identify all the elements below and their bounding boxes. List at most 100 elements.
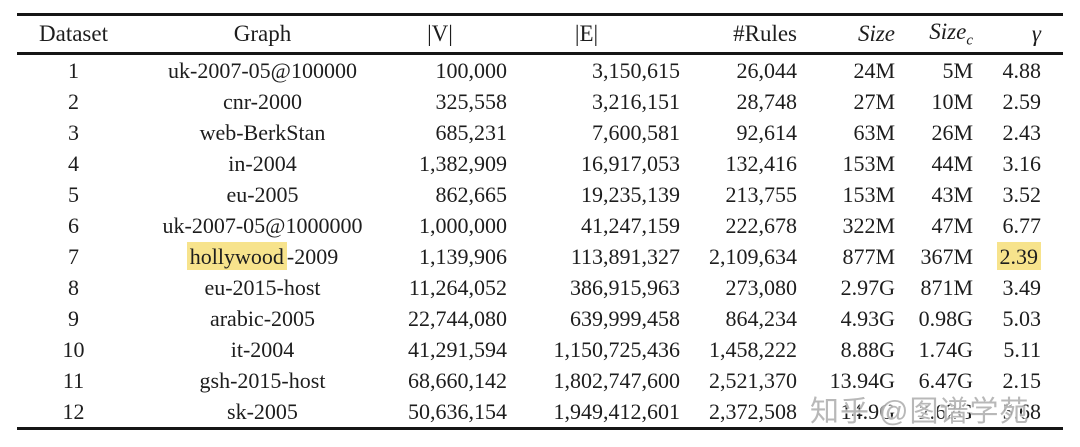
- cell-dataset: 1: [68, 58, 79, 83]
- cell-graph: eu-2005: [226, 182, 299, 207]
- cell-gamma: 2.39: [978, 241, 1063, 272]
- cell-dataset: 11: [62, 368, 85, 393]
- table-row: 10 it-2004 41,291,594 1,150,725,436 1,458,22…: [17, 334, 1063, 365]
- cell-dataset: 2: [68, 89, 79, 114]
- cell-size: 2.97G: [840, 275, 895, 300]
- cell-size_c: 1.74G: [918, 337, 973, 362]
- cell-dataset: 8: [68, 275, 79, 300]
- cell-v: 1,000,000: [419, 213, 507, 238]
- cell-dataset: 9: [68, 306, 79, 331]
- cell-rules: 132,416: [725, 151, 798, 176]
- cell-e: 16,917,053: [581, 151, 680, 176]
- cell-v: 325,558: [435, 89, 508, 114]
- cell-graph: hollywood -2009: [130, 241, 395, 272]
- col-header-graph: Graph: [233, 21, 292, 46]
- cell-e: 7,600,581: [592, 120, 680, 145]
- table-row: 11 gsh-2015-host 68,660,142 1,802,747,600 2,…: [17, 365, 1063, 396]
- cell-e: 1,949,412,601: [553, 399, 681, 424]
- cell-e: 639,999,458: [570, 306, 680, 331]
- cell-v: 1,139,906: [419, 244, 507, 269]
- cell-rules: 864,234: [725, 306, 798, 331]
- cell-rules: 1,458,222: [709, 337, 797, 362]
- cell-rules: 2,372,508: [709, 399, 797, 424]
- table-row: 9 arabic-2005 22,744,080 639,999,458 864,234…: [17, 303, 1063, 334]
- header-row: Dataset Graph |V| |E| #Rules Size Sizec …: [17, 15, 1063, 54]
- cell-gamma: 5.03: [1002, 306, 1042, 331]
- table-row: 5 eu-2005 862,665 19,235,139 213,755 153M 43M 3…: [17, 179, 1063, 210]
- cell-size_c: 26M: [931, 120, 973, 145]
- cell-graph: in-2004: [228, 151, 297, 176]
- cell-size: 4.93G: [840, 306, 895, 331]
- cell-v: 1,382,909: [419, 151, 507, 176]
- cell-gamma: 6.77: [1002, 213, 1042, 238]
- cell-dataset: 3: [68, 120, 79, 145]
- cell-e: 3,216,151: [592, 89, 680, 114]
- cell-graph: web-BerkStan: [199, 120, 326, 145]
- cell-v: 68,660,142: [408, 368, 507, 393]
- cell-dataset: 7: [68, 244, 79, 269]
- cell-e: 386,915,963: [570, 275, 680, 300]
- cell-graph: arabic-2005: [209, 306, 316, 331]
- col-header-dataset: Dataset: [39, 21, 108, 46]
- col-header-size: Size: [857, 21, 895, 46]
- cell-e: 1,150,725,436: [553, 337, 681, 362]
- highlighted-gamma-value: 2.39: [996, 242, 1041, 270]
- cell-rules: 92,614: [736, 120, 798, 145]
- cell-rules: 213,755: [725, 182, 798, 207]
- cell-v: 41,291,594: [408, 337, 507, 362]
- cell-graph: uk-2007-05@1000000: [162, 213, 363, 238]
- cell-e: 19,235,139: [581, 182, 680, 207]
- cell-size: 13.94G: [829, 368, 895, 393]
- cell-size: 14.9G: [840, 399, 895, 424]
- cell-v: 11,264,052: [408, 275, 507, 300]
- cell-rules: 28,748: [736, 89, 798, 114]
- cell-e: 113,891,327: [570, 244, 680, 269]
- cell-dataset: 4: [68, 151, 79, 176]
- cell-gamma: 2.43: [1002, 120, 1042, 145]
- cell-size: 153M: [842, 151, 895, 176]
- cell-size: 8.88G: [840, 337, 895, 362]
- cell-gamma: 4.88: [1002, 58, 1042, 83]
- cell-v: 50,636,154: [408, 399, 507, 424]
- cell-size_c: 47M: [931, 213, 973, 238]
- table-row: 4 in-2004 1,382,909 16,917,053 132,416 153M 44…: [17, 148, 1063, 179]
- cell-gamma: 2.15: [1002, 368, 1042, 393]
- cell-v: 862,665: [435, 182, 508, 207]
- table-row: 6 uk-2007-05@1000000 1,000,000 41,247,159 22…: [17, 210, 1063, 241]
- cell-gamma: 2.59: [1002, 89, 1042, 114]
- cell-size_c: 367M: [920, 244, 973, 269]
- table-row: 12 sk-2005 50,636,154 1,949,412,601 2,372,50…: [17, 396, 1063, 429]
- cell-dataset: 6: [68, 213, 79, 238]
- cell-e: 1,802,747,600: [553, 368, 681, 393]
- cell-gamma: 5.68: [1002, 399, 1042, 424]
- datasets-table-container: Dataset Graph |V| |E| #Rules Size Sizec …: [17, 13, 1063, 430]
- col-header-gamma: γ: [1031, 21, 1041, 46]
- cell-rules: 2,521,370: [709, 368, 797, 393]
- table-row: 8 eu-2015-host 11,264,052 386,915,963 273,08…: [17, 272, 1063, 303]
- table-row: 1 uk-2007-05@100000 100,000 3,150,615 26,044…: [17, 54, 1063, 87]
- cell-v: 22,744,080: [408, 306, 507, 331]
- cell-size_c: 43M: [931, 182, 973, 207]
- cell-size: 27M: [853, 89, 895, 114]
- cell-rules: 2,109,634: [709, 244, 797, 269]
- cell-size_c: 6.47G: [918, 368, 973, 393]
- cell-dataset: 10: [62, 337, 85, 362]
- cell-size_c: 5M: [942, 58, 973, 83]
- cell-size_c: 2.62G: [918, 399, 973, 424]
- cell-e: 41,247,159: [581, 213, 680, 238]
- cell-gamma: 3.49: [1002, 275, 1042, 300]
- table-row: 3 web-BerkStan 685,231 7,600,581 92,614 63M 26…: [17, 117, 1063, 148]
- cell-dataset: 12: [62, 399, 85, 424]
- cell-size_c: 871M: [920, 275, 973, 300]
- cell-size: 153M: [842, 182, 895, 207]
- highlighted-graph-name: hollywood: [186, 242, 287, 270]
- cell-graph: sk-2005: [227, 399, 298, 424]
- table-body: 1 uk-2007-05@100000 100,000 3,150,615 26,044…: [17, 54, 1063, 429]
- cell-gamma: 3.52: [1002, 182, 1042, 207]
- cell-graph: uk-2007-05@100000: [168, 58, 357, 83]
- cell-dataset: 5: [68, 182, 79, 207]
- cell-v: 685,231: [435, 120, 508, 145]
- col-header-size-compressed: Sizec: [929, 18, 973, 49]
- col-header-num-edges: |E|: [574, 21, 599, 46]
- table-row: 2 cnr-2000 325,558 3,216,151 28,748 27M 10M 2.5…: [17, 86, 1063, 117]
